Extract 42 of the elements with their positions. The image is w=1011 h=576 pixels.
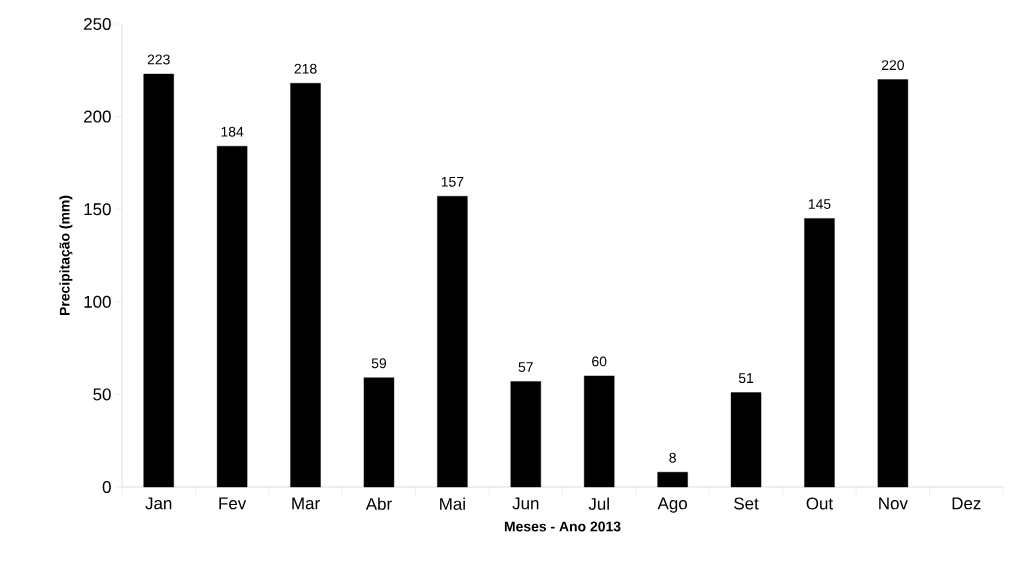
data-label: 184 [221,126,244,137]
x-tick-label: Nov [879,497,908,510]
x-tick-label: Jul [588,497,609,510]
y-axis-title: Precipitação (mm) [59,195,73,316]
bar [804,218,835,488]
y-tick-label: 200 [84,110,111,123]
bar [143,73,174,488]
y-tick-label: 0 [102,481,111,493]
x-tick-label: Set [734,497,759,510]
y-tick-label: 250 [84,18,111,30]
x-tick-label: Mar [292,497,320,510]
data-label: 220 [881,60,904,71]
data-label: 51 [738,373,754,384]
bar [510,381,541,488]
bar [877,79,909,488]
bar [437,196,468,488]
x-tick-label: Out [806,497,833,510]
bar [363,377,395,488]
data-label: 157 [441,176,464,187]
data-label: 8 [669,452,676,463]
x-tick-label: Ago [657,497,687,513]
data-label: 60 [592,356,607,367]
bar [657,471,688,488]
x-tick-label: Jan [145,497,172,510]
x-tick-label: Jun [512,497,539,510]
y-tick-label: 150 [84,203,111,216]
x-tick-label: Fev [219,497,247,510]
y-tick-label: 100 [84,295,111,308]
x-tick-label: Dez [952,497,981,510]
data-label: 59 [371,358,387,369]
data-label: 145 [808,199,831,209]
data-label: 223 [147,54,170,65]
data-label: 57 [518,362,533,372]
x-axis-title: Meses - Ano 2013 [504,521,621,532]
bar [216,146,248,488]
bar [290,83,321,488]
y-tick-label: 50 [93,388,111,401]
bar [730,392,762,488]
x-tick-label: Mai [440,497,465,510]
x-tick-label: Abr [365,497,392,510]
bar [584,375,615,488]
data-label: 218 [294,63,317,74]
